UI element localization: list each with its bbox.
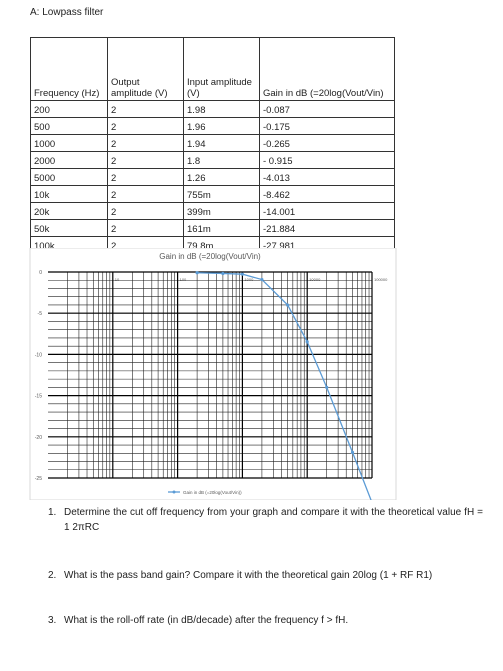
table-row: 2000 2 1.8- 0.915 xyxy=(30,151,395,169)
table-cell: 1000 xyxy=(30,134,108,152)
table-cell: -0.087 xyxy=(259,100,395,118)
table-row: 10k 2 755m -8.462 xyxy=(30,185,395,203)
data-point xyxy=(350,450,355,454)
table-cell: 2 xyxy=(107,100,184,118)
data-table: Frequency (Hz) Output amplitude (V) Input … xyxy=(30,37,395,254)
table-cell: 10k xyxy=(30,185,108,203)
heading: A: Lowpass filter xyxy=(30,7,104,18)
table-cell: -14.001 xyxy=(259,202,395,220)
table-cell: -21.884 xyxy=(259,219,395,237)
legend-marker xyxy=(172,490,176,494)
question: 2. What is the pass band gain? Compare it… xyxy=(48,568,483,583)
table-row: 1000 2 1.94 -0.265 xyxy=(30,134,395,152)
table-cell: 20k xyxy=(30,202,108,220)
question-number: 3. xyxy=(48,615,57,626)
x-tick-label: 100000 xyxy=(374,277,388,282)
chart-title: Gain in dB (=20log(Vout/Vin) xyxy=(159,252,261,261)
x-tick-label: 1000 xyxy=(244,277,254,282)
data-point xyxy=(195,271,199,275)
table-cell: 2 xyxy=(107,202,184,220)
table-cell: 2000 xyxy=(30,151,108,169)
table-cell: 2 xyxy=(107,134,184,152)
y-tick-label: -25 xyxy=(35,476,42,482)
header-cell: Frequency (Hz) xyxy=(30,37,108,101)
table-cell: 2 xyxy=(107,185,184,203)
table-cell: - 0.915 xyxy=(259,151,395,169)
question-text: What is the pass band gain? Compare it w… xyxy=(64,570,433,581)
table-row: 5000 2 1.26 -4.013 xyxy=(30,168,395,186)
table-cell: -0.175 xyxy=(259,117,395,135)
table-cell: 1.8 xyxy=(183,151,260,169)
question-number: 1. xyxy=(48,507,57,518)
y-tick-label: 0 xyxy=(39,270,42,276)
question-text: Determine the cut off frequency from you… xyxy=(64,507,483,533)
question: 3. What is the roll-off rate (in dB/decad… xyxy=(48,613,483,628)
data-point xyxy=(325,385,329,389)
table-cell: -0.265 xyxy=(259,134,395,152)
table-cell: 755m xyxy=(183,185,260,203)
table-row: 500 2 1.96 -0.175 xyxy=(30,117,395,135)
chart: Gain in dB (=20log(Vout/Vin) 0 -5 -10 -15 -2… xyxy=(29,248,397,500)
y-tick-label: -20 xyxy=(35,435,42,441)
header-cell: Gain in dB (=20log(Vout/Vin) xyxy=(259,37,395,101)
y-tick-label: -10 xyxy=(35,352,42,358)
header-row: Frequency (Hz) Output amplitude (V) Input … xyxy=(30,37,395,101)
question-text: What is the roll-off rate (in dB/decade)… xyxy=(64,615,349,626)
table-cell: 500 xyxy=(30,117,108,135)
data-point xyxy=(221,271,225,276)
table-row: 20k 2 399m -14.001 xyxy=(30,202,395,220)
table-cell: 2 xyxy=(107,117,184,135)
table-cell: -4.013 xyxy=(259,168,395,186)
table-cell: 1.26 xyxy=(183,168,260,186)
header-cell: Input amplitude (V) xyxy=(183,37,260,101)
chart-frame xyxy=(29,248,397,500)
table-row: 200 2 1.98 -0.087 xyxy=(30,100,395,118)
table-cell: 5000 xyxy=(30,168,108,186)
table-cell: 161m xyxy=(183,219,260,237)
question: 1. Determine the cut off frequency from y… xyxy=(48,505,483,535)
table-cell: 2 xyxy=(107,151,184,169)
data-point xyxy=(305,340,309,344)
question-number: 2. xyxy=(48,570,57,581)
table-cell: 200 xyxy=(30,100,108,118)
x-tick-label: 10 xyxy=(115,277,120,282)
data-point xyxy=(286,303,290,307)
table-row: 50k 2 161m -21.884 xyxy=(30,219,395,237)
data-point xyxy=(260,277,264,282)
table-cell: 1.98 xyxy=(183,100,260,118)
header-cell: Output amplitude (V) xyxy=(107,37,184,101)
table-cell: 399m xyxy=(183,202,260,220)
table-cell: 1.94 xyxy=(183,134,260,152)
y-tick-label: -15 xyxy=(35,394,42,400)
x-tick-label: 100 xyxy=(180,277,187,282)
table-cell: 2 xyxy=(107,219,184,237)
table-cell: 2 xyxy=(107,168,184,186)
data-point xyxy=(240,272,244,276)
table-cell: 50k xyxy=(30,219,108,237)
x-tick-label: 10000 xyxy=(309,277,321,282)
y-tick-label: -5 xyxy=(38,311,43,317)
table-cell: -8.462 xyxy=(259,185,395,203)
table-cell: 1.96 xyxy=(183,117,260,135)
legend-label: Gain in dB (=20log(Vout/Vin)) xyxy=(183,490,242,495)
